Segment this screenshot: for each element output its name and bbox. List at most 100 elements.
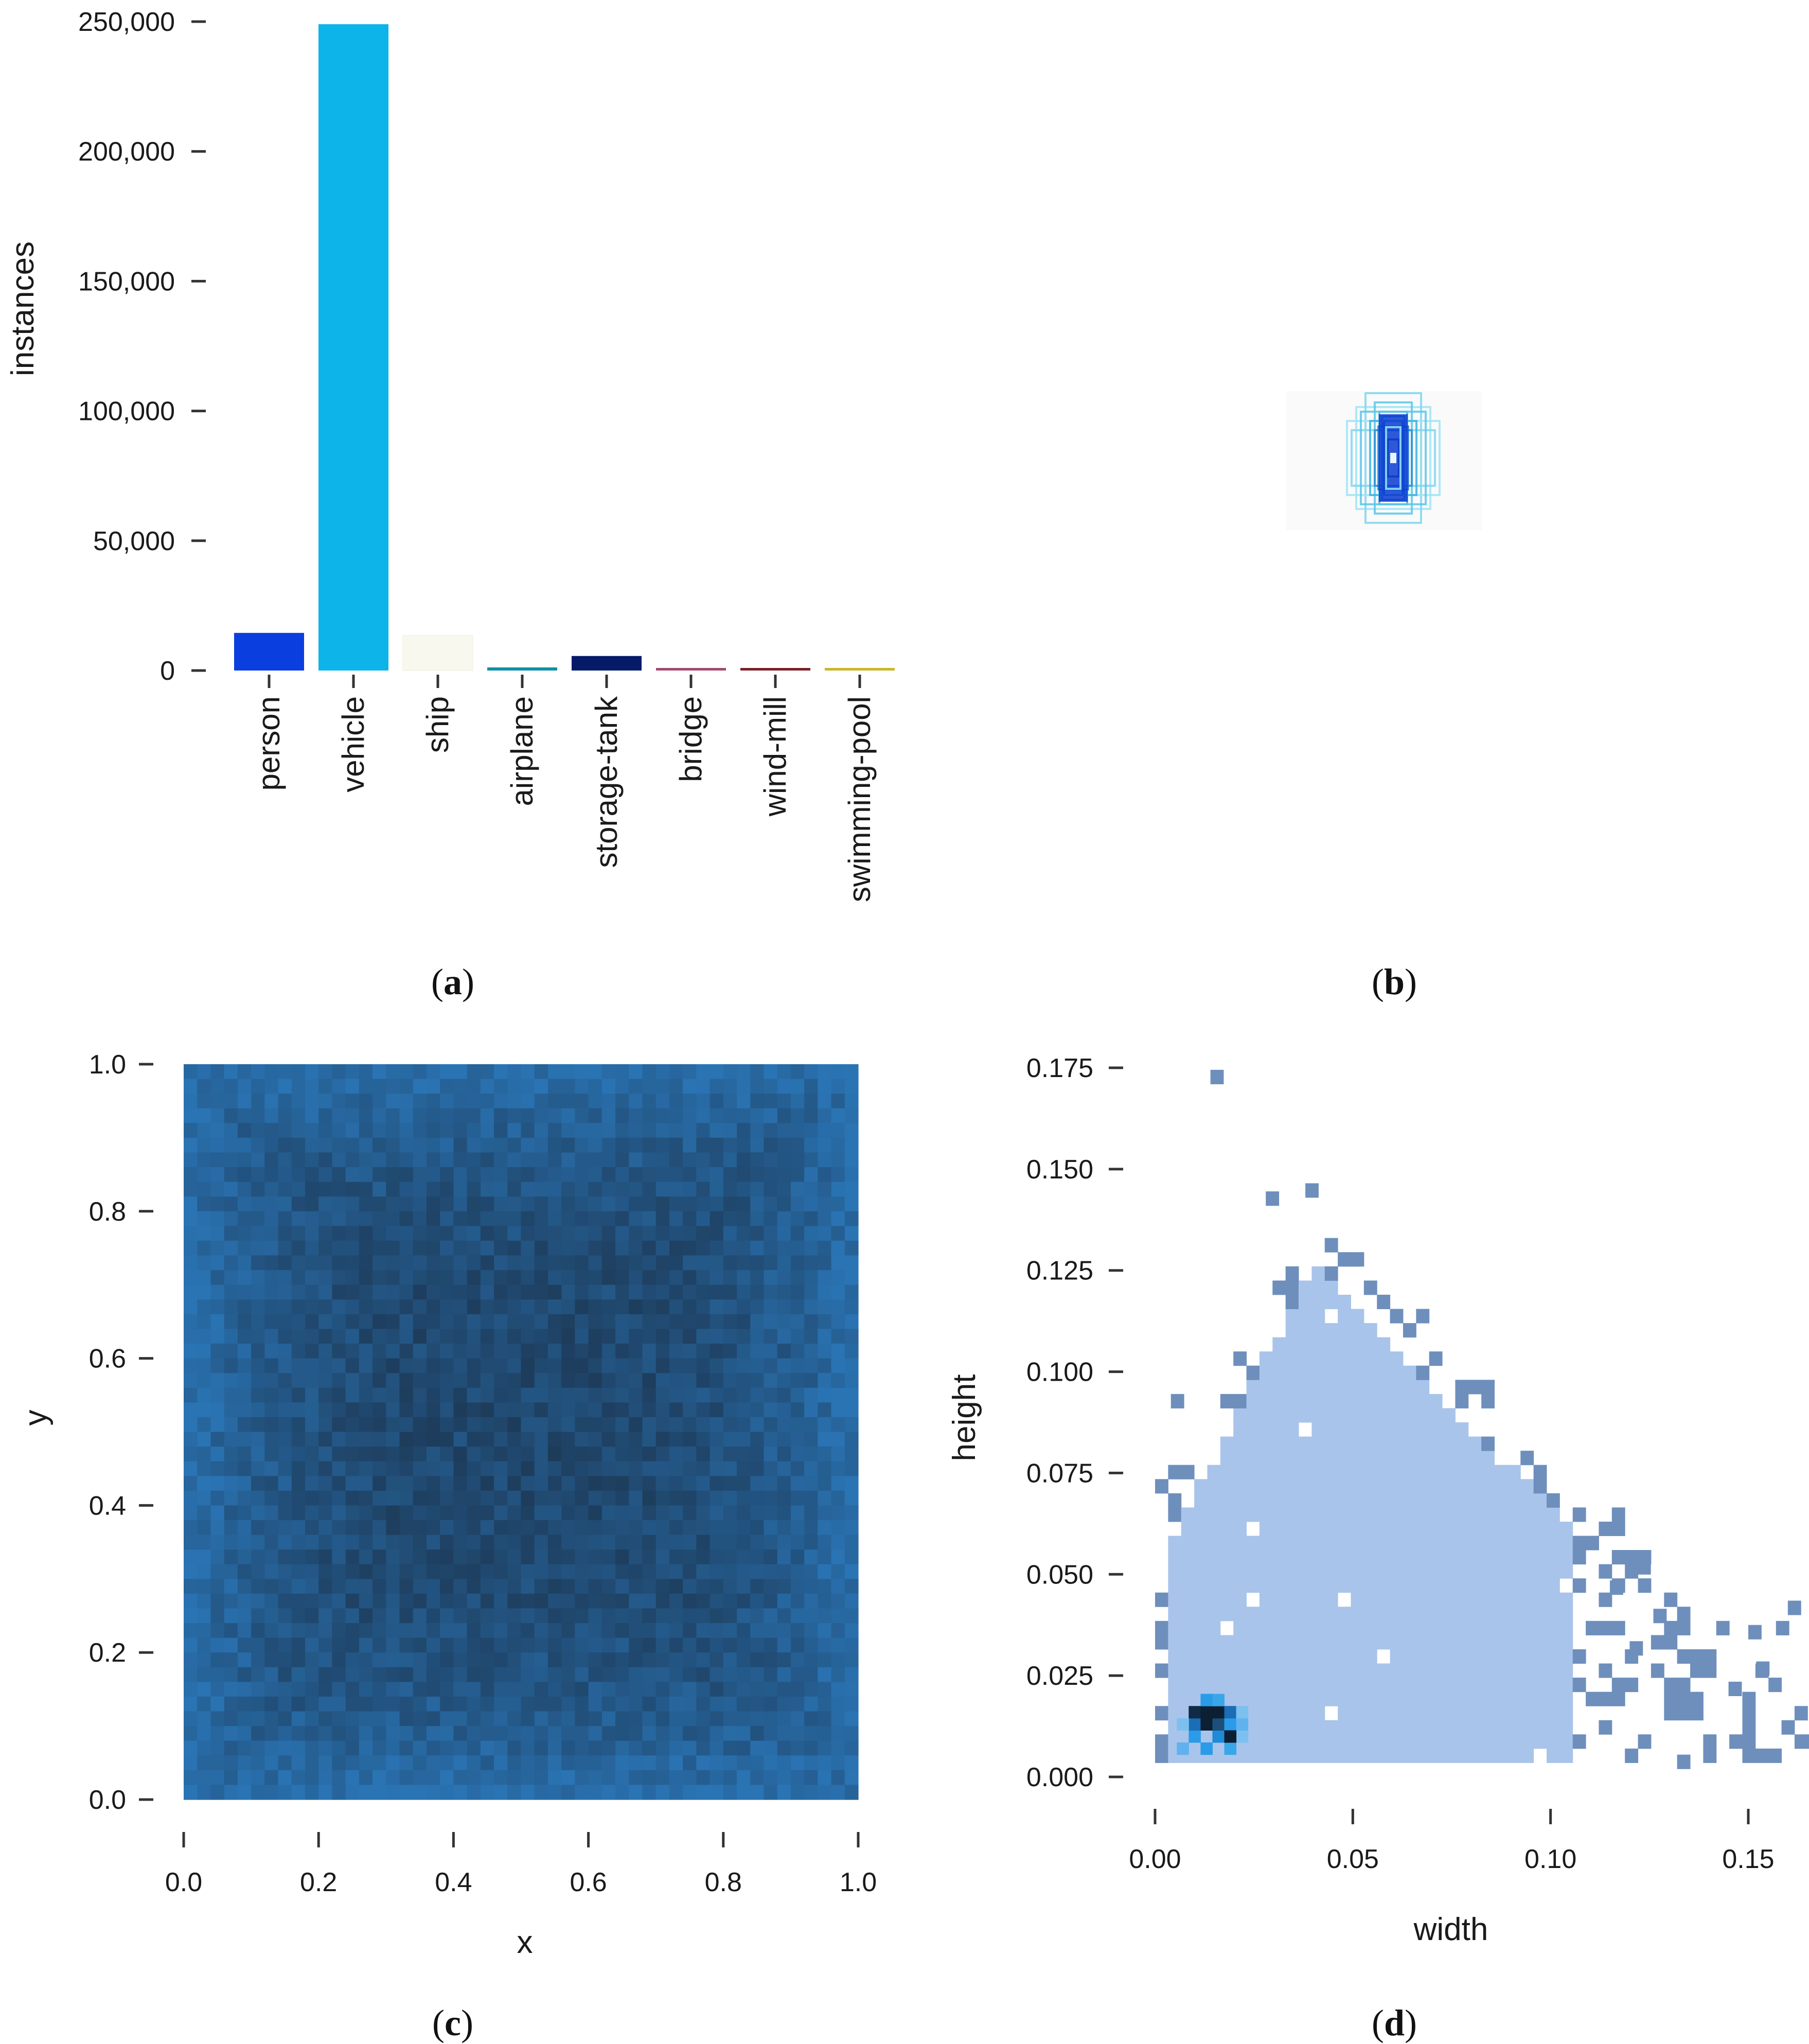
- heatmap-cell: [750, 1476, 765, 1491]
- heatmap-cell: [710, 1476, 724, 1491]
- heatmap-cell: [642, 1593, 657, 1609]
- heatmap-cell: [264, 1696, 279, 1712]
- heatmap-cell: [237, 1432, 252, 1447]
- heatmap-cell: [696, 1064, 711, 1080]
- bar-swimming-pool: [825, 668, 895, 671]
- heatmap-cell: [224, 1387, 238, 1403]
- heatmap-cell: [764, 1417, 778, 1433]
- heatmap-cell: [737, 1549, 751, 1565]
- heatmap-cell: [710, 1094, 724, 1109]
- heatmap-cell: [642, 1108, 657, 1123]
- heatmap-cell: [305, 1447, 319, 1462]
- heatmap-cell: [818, 1344, 832, 1359]
- heatmap-cell: [615, 1579, 629, 1594]
- histogram-cell: [1363, 1493, 1377, 1508]
- heatmap-cell: [305, 1549, 319, 1565]
- heatmap-cell: [777, 1196, 791, 1212]
- heatmap-cell: [790, 1314, 805, 1330]
- heatmap-cell: [561, 1182, 575, 1197]
- histogram-cell: [1416, 1451, 1430, 1466]
- heatmap-cell: [764, 1608, 778, 1624]
- histogram-cell: [1507, 1748, 1521, 1763]
- heatmap-cell: [750, 1314, 765, 1330]
- y-tick-label: 0.8: [89, 1197, 126, 1227]
- heatmap-cell: [264, 1549, 279, 1565]
- histogram-cell: [1181, 1507, 1195, 1522]
- heatmap-cell: [750, 1358, 765, 1373]
- heatmap-cell: [601, 1726, 616, 1741]
- heatmap-cell: [521, 1123, 535, 1138]
- histogram-cell: [1311, 1578, 1325, 1593]
- histogram-cell: [1272, 1663, 1286, 1678]
- histogram-cell: [1259, 1706, 1273, 1721]
- heatmap-cell: [480, 1240, 494, 1256]
- heatmap-cell: [184, 1535, 198, 1550]
- heatmap-cell: [575, 1505, 589, 1521]
- heatmap-cell: [575, 1240, 589, 1256]
- heatmap-cell: [777, 1549, 791, 1565]
- heatmap-cell: [601, 1167, 616, 1183]
- heatmap-cell: [373, 1740, 386, 1756]
- heatmap-cell: [251, 1358, 265, 1373]
- heatmap-cell: [318, 1402, 333, 1418]
- heatmap-cell: [237, 1167, 252, 1183]
- histogram-cell: [1311, 1521, 1325, 1536]
- histogram-cell: [1324, 1422, 1338, 1437]
- heatmap-cell: [737, 1137, 751, 1153]
- heatmap-cell: [224, 1505, 238, 1521]
- heatmap-cell: [696, 1255, 711, 1271]
- histogram-cell: [1155, 1748, 1168, 1763]
- heatmap-cell: [710, 1167, 724, 1183]
- heatmap-cell: [790, 1079, 805, 1094]
- heatmap-cell: [399, 1314, 414, 1330]
- histogram-cell: [1442, 1607, 1456, 1622]
- heatmap-cell: [210, 1667, 225, 1682]
- heatmap-cell: [547, 1417, 562, 1433]
- heatmap-cell: [251, 1123, 265, 1138]
- heatmap-cell: [332, 1182, 346, 1197]
- histogram-cell: [1311, 1691, 1325, 1706]
- histogram-cell: [1468, 1465, 1482, 1479]
- bar-bridge: [656, 668, 726, 671]
- heatmap-cell: [669, 1564, 683, 1579]
- histogram-cell: [1285, 1678, 1299, 1693]
- heatmap-cell: [629, 1623, 643, 1638]
- heatmap-cell: [264, 1123, 279, 1138]
- heatmap-cell: [359, 1564, 373, 1579]
- heatmap-cell: [318, 1579, 333, 1594]
- heatmap-cell: [494, 1284, 508, 1300]
- histogram-cell: [1416, 1592, 1430, 1607]
- heatmap-cell: [359, 1417, 373, 1433]
- histogram-cell: [1285, 1649, 1299, 1664]
- heatmap-cell: [359, 1652, 373, 1668]
- heatmap-cell: [278, 1549, 292, 1565]
- histogram-cell: [1481, 1380, 1495, 1395]
- heatmap-cell: [184, 1329, 198, 1344]
- heatmap-cell: [237, 1182, 252, 1197]
- heatmap-cell: [575, 1490, 589, 1506]
- heatmap-cell: [844, 1623, 859, 1638]
- heatmap-cell: [453, 1108, 468, 1123]
- heatmap-cell: [332, 1196, 346, 1212]
- heatmap-cell: [561, 1432, 575, 1447]
- heatmap-cell: [413, 1564, 427, 1579]
- heatmap-cell: [184, 1211, 198, 1226]
- histogram-cell: [1181, 1635, 1195, 1650]
- heatmap-cell: [669, 1123, 683, 1138]
- histogram-cell: [1220, 1564, 1234, 1579]
- histogram-cell: [1259, 1408, 1273, 1423]
- heatmap-cell: [399, 1667, 414, 1682]
- histogram-cell: [1351, 1734, 1364, 1749]
- heatmap-cell: [629, 1608, 643, 1624]
- histogram-cell: [1299, 1280, 1312, 1295]
- heatmap-cell: [683, 1167, 697, 1183]
- heatmap-cell: [386, 1770, 400, 1786]
- heatmap-cell: [601, 1549, 616, 1565]
- heatmap-cell: [453, 1137, 468, 1153]
- y-axis-label: instances: [5, 241, 41, 376]
- heatmap-cell: [399, 1387, 414, 1403]
- heatmap-cell: [588, 1785, 602, 1800]
- heatmap-cell: [264, 1417, 279, 1433]
- heatmap-cell: [318, 1755, 333, 1771]
- histogram-cell: [1416, 1706, 1430, 1721]
